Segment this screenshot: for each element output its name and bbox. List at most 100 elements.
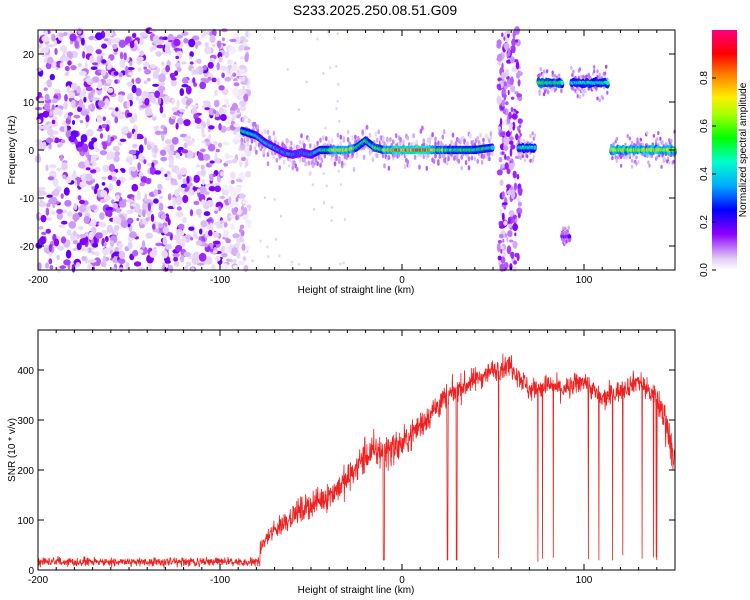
heatmap-cell — [512, 30, 516, 39]
heatmap-cell — [507, 47, 511, 57]
heatmap-cell — [323, 153, 327, 159]
heatmap-cell — [101, 59, 107, 64]
heatmap-cell — [216, 77, 221, 86]
heatmap-cell — [502, 89, 507, 95]
heatmap-cell — [147, 144, 152, 151]
heatmap-cell — [144, 69, 152, 75]
heatmap-cell — [176, 34, 183, 39]
heatmap-cell — [186, 140, 194, 146]
heatmap-cell — [153, 198, 159, 204]
heatmap-cell — [209, 222, 213, 230]
heatmap-cell — [145, 232, 154, 239]
heatmap-cell — [124, 36, 132, 45]
heatmap-cell — [514, 232, 517, 237]
heatmap-cell — [84, 159, 90, 167]
heatmap-cell — [37, 44, 43, 49]
heatmap-cell — [375, 137, 379, 143]
heatmap-cell — [185, 239, 190, 243]
heatmap-cell — [656, 155, 659, 160]
heatmap-cell — [298, 139, 302, 145]
heatmap-cell — [209, 173, 214, 182]
heatmap-cell — [236, 252, 241, 259]
heatmap-cell — [501, 99, 505, 107]
heatmap-cell — [139, 32, 148, 37]
heatmap-cell — [85, 45, 94, 54]
heatmap-cell — [59, 62, 64, 68]
heatmap-cell — [224, 189, 229, 197]
heatmap-cell — [582, 74, 585, 79]
heatmap-cell — [656, 137, 659, 142]
heatmap-cell — [274, 237, 278, 241]
heatmap-cell — [239, 105, 247, 112]
heatmap-cell — [197, 152, 204, 161]
heatmap-cell — [162, 226, 169, 234]
heatmap-cell — [352, 167, 356, 172]
heatmap-cell — [509, 140, 514, 145]
heatmap-cell — [191, 107, 197, 115]
heatmap-cell — [188, 38, 196, 48]
heatmap-cell — [60, 193, 64, 199]
heatmap-cell — [217, 142, 223, 148]
heatmap-cell — [500, 209, 503, 216]
heatmap-cell — [203, 80, 210, 83]
heatmap-cell — [72, 213, 80, 221]
heatmap-cell — [101, 123, 107, 129]
heatmap-cell — [225, 258, 231, 262]
heatmap-cell — [145, 217, 150, 222]
heatmap-cell — [197, 58, 202, 64]
heatmap-cell — [244, 164, 247, 168]
heatmap-cell — [418, 164, 421, 170]
heatmap-cell — [90, 226, 97, 234]
heatmap-cell — [112, 202, 119, 209]
heatmap-cell — [211, 187, 215, 192]
heatmap-cell — [73, 114, 81, 119]
heatmap-cell — [504, 153, 507, 160]
heatmap-cell — [136, 191, 141, 201]
heatmap-cell — [45, 217, 53, 221]
heatmap-cell — [63, 31, 68, 36]
y-tick-label: 100 — [17, 516, 34, 527]
heatmap-cell — [196, 188, 201, 193]
heatmap-cell — [572, 86, 575, 91]
heatmap-cell — [214, 157, 221, 164]
heatmap-cell — [392, 139, 395, 145]
heatmap-cell — [603, 71, 607, 76]
heatmap-cell — [539, 67, 542, 72]
heatmap-cell — [99, 133, 104, 139]
heatmap-cell — [619, 163, 623, 168]
heatmap-cell — [516, 208, 520, 213]
heatmap-cell — [67, 112, 73, 116]
snr-series-line — [37, 353, 676, 569]
heatmap-cell — [119, 60, 126, 68]
heatmap-cell — [204, 42, 209, 48]
heatmap-cell — [174, 70, 179, 76]
heatmap-cell — [175, 170, 180, 175]
heatmap-cell — [77, 106, 82, 113]
heatmap-cell — [162, 113, 167, 118]
heatmap-cell — [342, 137, 346, 143]
heatmap-cell — [102, 248, 110, 255]
heatmap-cell — [300, 133, 303, 139]
heatmap-cell — [127, 241, 133, 250]
heatmap-cell — [167, 218, 171, 226]
heatmap-cell — [164, 44, 171, 54]
heatmap-cell — [502, 238, 505, 243]
heatmap-cell — [542, 69, 546, 74]
heatmap-cell — [288, 157, 292, 163]
heatmap-cell — [519, 124, 522, 128]
heatmap-cell — [45, 164, 49, 172]
heatmap-cell — [501, 191, 505, 199]
heatmap-cell — [64, 72, 69, 76]
heatmap-cell — [235, 240, 240, 249]
heatmap-cell — [194, 117, 202, 124]
heatmap-cell — [222, 188, 225, 197]
heatmap-cell — [48, 243, 53, 252]
heatmap-cell — [502, 251, 506, 258]
heatmap-cell — [152, 223, 156, 230]
heatmap-cell — [374, 131, 378, 137]
heatmap-cell — [541, 73, 545, 78]
heatmap-cell — [196, 262, 205, 266]
heatmap-cell — [383, 163, 386, 169]
heatmap-cell — [92, 62, 98, 66]
